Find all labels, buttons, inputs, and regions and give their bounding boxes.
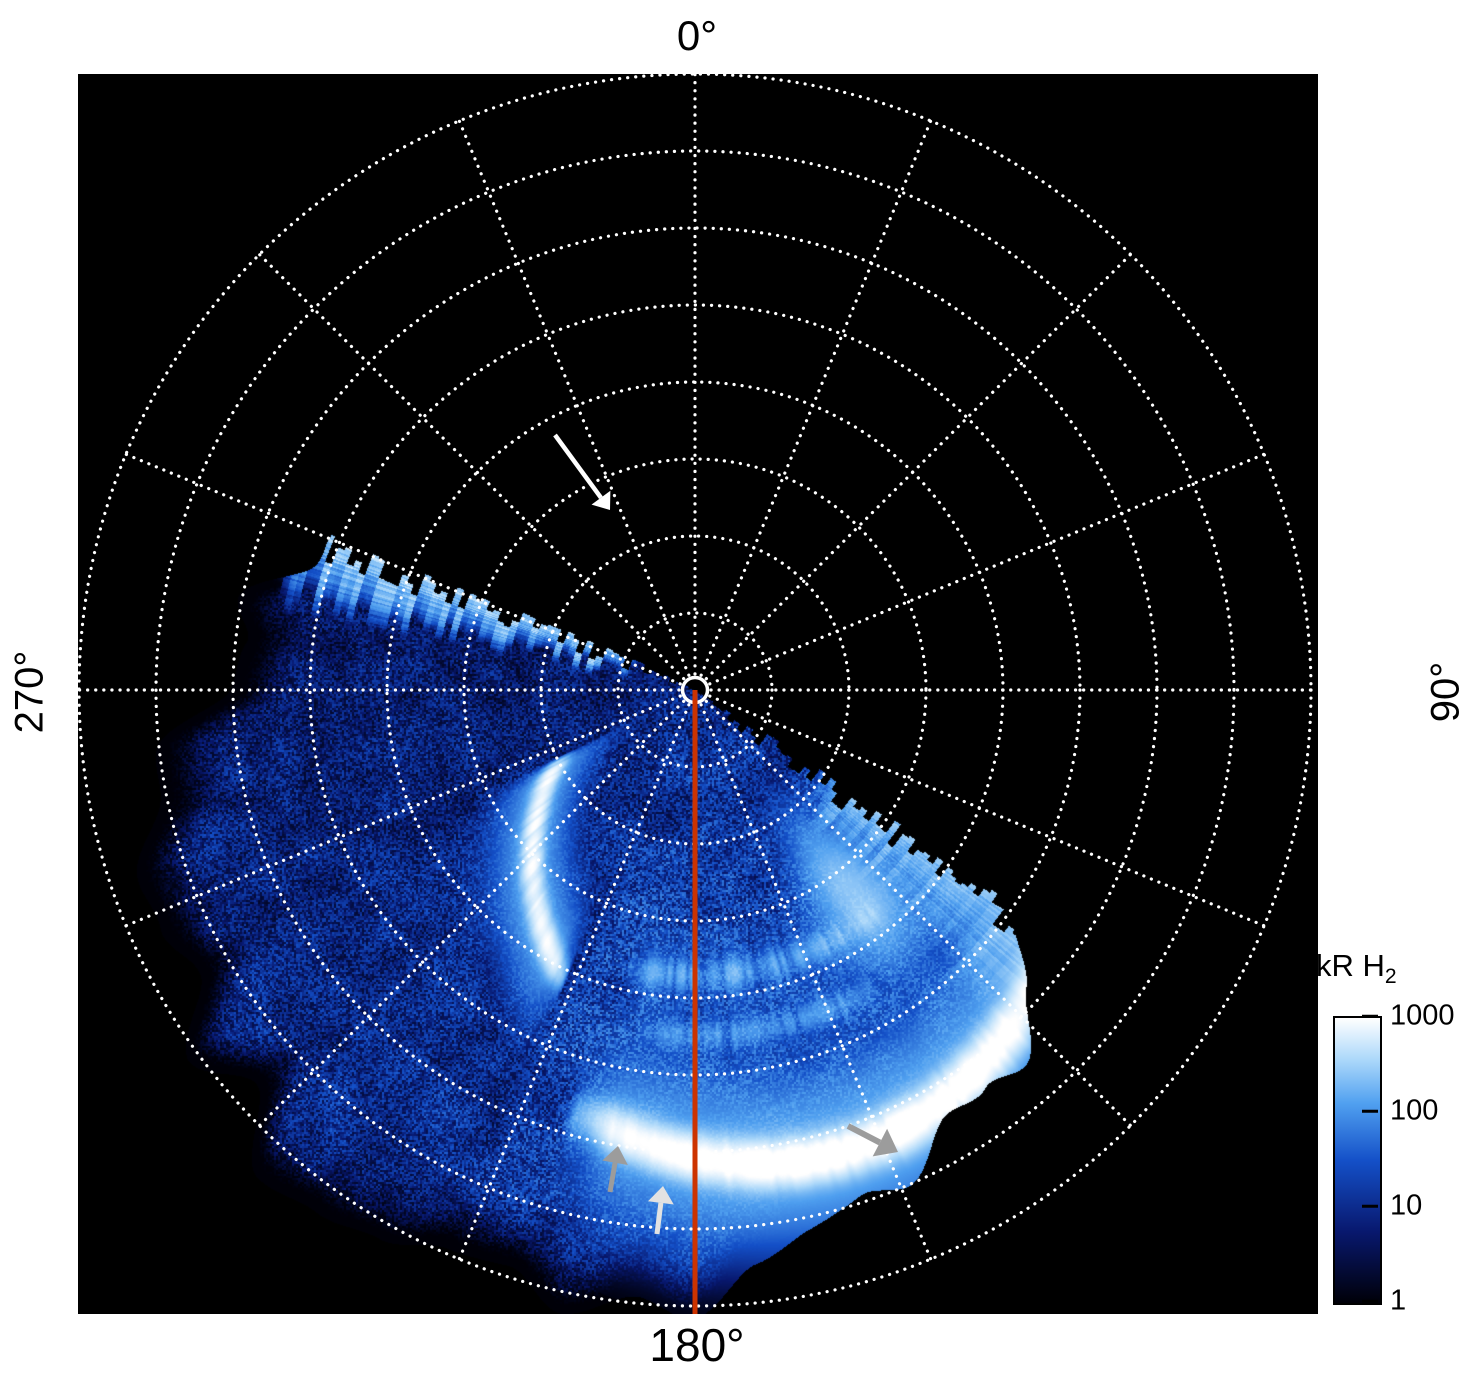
grid-spoke bbox=[708, 452, 1266, 686]
grid-spoke bbox=[708, 694, 1266, 928]
grid-ring bbox=[308, 303, 1082, 1077]
grid-spoke bbox=[457, 703, 691, 1261]
colorbar-tick-label: 100 bbox=[1390, 1094, 1439, 1127]
angle-label-90: 90° bbox=[1423, 661, 1468, 723]
grid-spoke bbox=[699, 703, 933, 1261]
colorbar-title-subscript: 2 bbox=[1384, 965, 1397, 989]
gray-arrow-center-head bbox=[647, 1186, 674, 1205]
white-arrow-shaft bbox=[553, 433, 603, 499]
gray-arrow-right-shaft bbox=[846, 1123, 882, 1146]
grid-spoke bbox=[457, 119, 691, 677]
gray-arrow-center-shaft bbox=[654, 1202, 664, 1235]
grid-spoke bbox=[257, 252, 686, 681]
polar-grid-overlay bbox=[78, 74, 1313, 1314]
aurora-emission-canvas bbox=[78, 74, 1318, 1314]
colorbar-tick bbox=[1362, 1204, 1378, 1208]
white-arrow-head bbox=[591, 490, 611, 510]
polar-plot-area bbox=[78, 74, 1318, 1314]
grid-spoke bbox=[124, 452, 682, 686]
colorbar-gradient-bar bbox=[1333, 1016, 1382, 1305]
colorbar-tick bbox=[1362, 1109, 1378, 1113]
grid-spoke bbox=[704, 699, 1133, 1128]
colorbar-tick-label: 1 bbox=[1390, 1284, 1407, 1317]
gray-arrow-left-head bbox=[602, 1146, 628, 1165]
grid-ring bbox=[154, 149, 1236, 1231]
gray-arrow-left-shaft bbox=[607, 1162, 618, 1193]
colorbar-tick-label: 10 bbox=[1390, 1189, 1423, 1222]
grid-spoke bbox=[124, 694, 682, 928]
angle-label-270: 270° bbox=[7, 650, 52, 734]
grid-spoke bbox=[699, 119, 933, 677]
angle-label-180: 180° bbox=[649, 1319, 745, 1371]
grid-spoke bbox=[704, 252, 1133, 681]
colorbar-tick bbox=[1362, 1299, 1378, 1303]
colorbar-tick-label: 1000 bbox=[1390, 999, 1455, 1032]
colorbar-tick bbox=[1362, 1014, 1378, 1018]
colorbar-title: kR H2 bbox=[1316, 948, 1397, 989]
grid-ring bbox=[462, 457, 928, 923]
gray-arrow-right-head bbox=[872, 1128, 898, 1157]
colorbar-title-text: kR H bbox=[1316, 948, 1385, 983]
angle-label-0: 0° bbox=[676, 12, 718, 59]
grid-spoke bbox=[257, 699, 686, 1128]
